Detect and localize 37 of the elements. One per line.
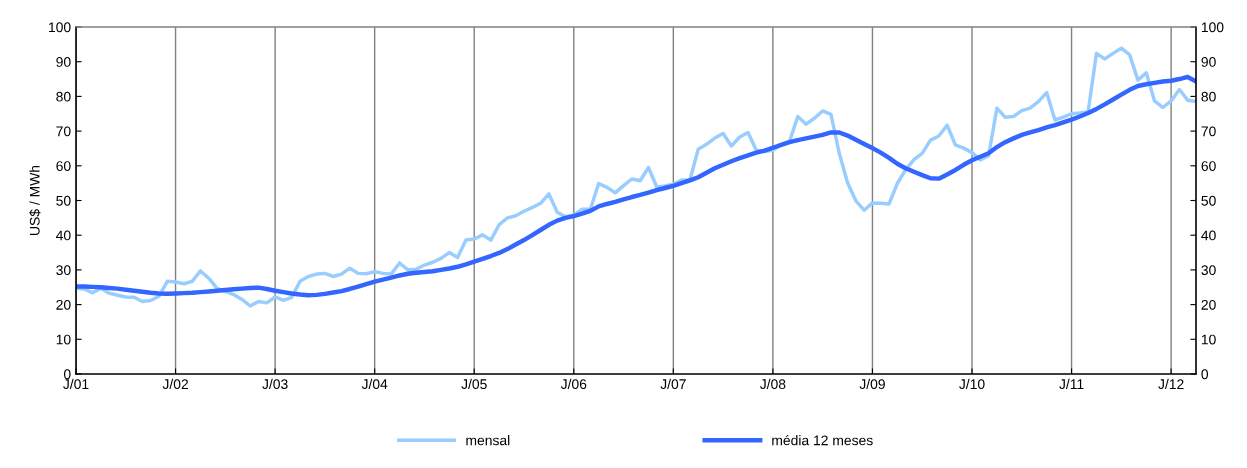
y2-tick-label: 50	[1201, 195, 1216, 206]
y2-tick-label: 30	[1201, 265, 1216, 276]
y-tick-label: 50	[56, 195, 71, 206]
y-tick-label: 30	[56, 265, 71, 276]
y-tick-label: 80	[56, 91, 71, 102]
x-tick-label: J/03	[262, 378, 288, 390]
x-tick-label: J/09	[859, 378, 885, 390]
x-tick-label: J/11	[1059, 378, 1084, 390]
y-axis-title: US$ / MWh	[29, 165, 41, 235]
x-tick-label: J/06	[560, 378, 587, 390]
y-tick-label: 90	[56, 57, 71, 67]
x-tick-label: J/07	[660, 378, 686, 390]
x-tick-label: J/10	[959, 378, 985, 390]
y-tick-label: 70	[56, 126, 71, 137]
x-tick-label: J/01	[63, 378, 89, 390]
y-tick-label: 0	[63, 369, 71, 380]
y2-tick-label: 20	[1201, 299, 1216, 310]
x-tick-label: J/04	[361, 378, 388, 390]
legend-label: mensal	[466, 435, 510, 446]
y2-tick-label: 60	[1201, 161, 1216, 171]
y2-tick-label: 80	[1201, 91, 1216, 102]
legend-label: média 12 meses	[772, 434, 873, 446]
x-tick-label: J/12	[1158, 378, 1184, 390]
y2-tick-label: 40	[1201, 230, 1216, 241]
y-tick-label: 10	[56, 334, 71, 345]
y-tick-label: 40	[56, 230, 71, 241]
x-tick-label: J/08	[759, 378, 786, 390]
y2-tick-label: 70	[1201, 126, 1216, 137]
y-tick-label: 20	[56, 299, 71, 310]
y-tick-label: 100	[49, 22, 71, 33]
x-tick-label: J/05	[461, 378, 487, 390]
y2-tick-label: 90	[1201, 57, 1216, 67]
y-tick-label: 60	[56, 161, 71, 171]
x-tick-label: J/02	[162, 378, 188, 390]
y2-tick-label: 10	[1201, 334, 1216, 345]
y2-tick-label: 100	[1201, 22, 1224, 33]
y2-tick-label: 0	[1201, 369, 1209, 380]
